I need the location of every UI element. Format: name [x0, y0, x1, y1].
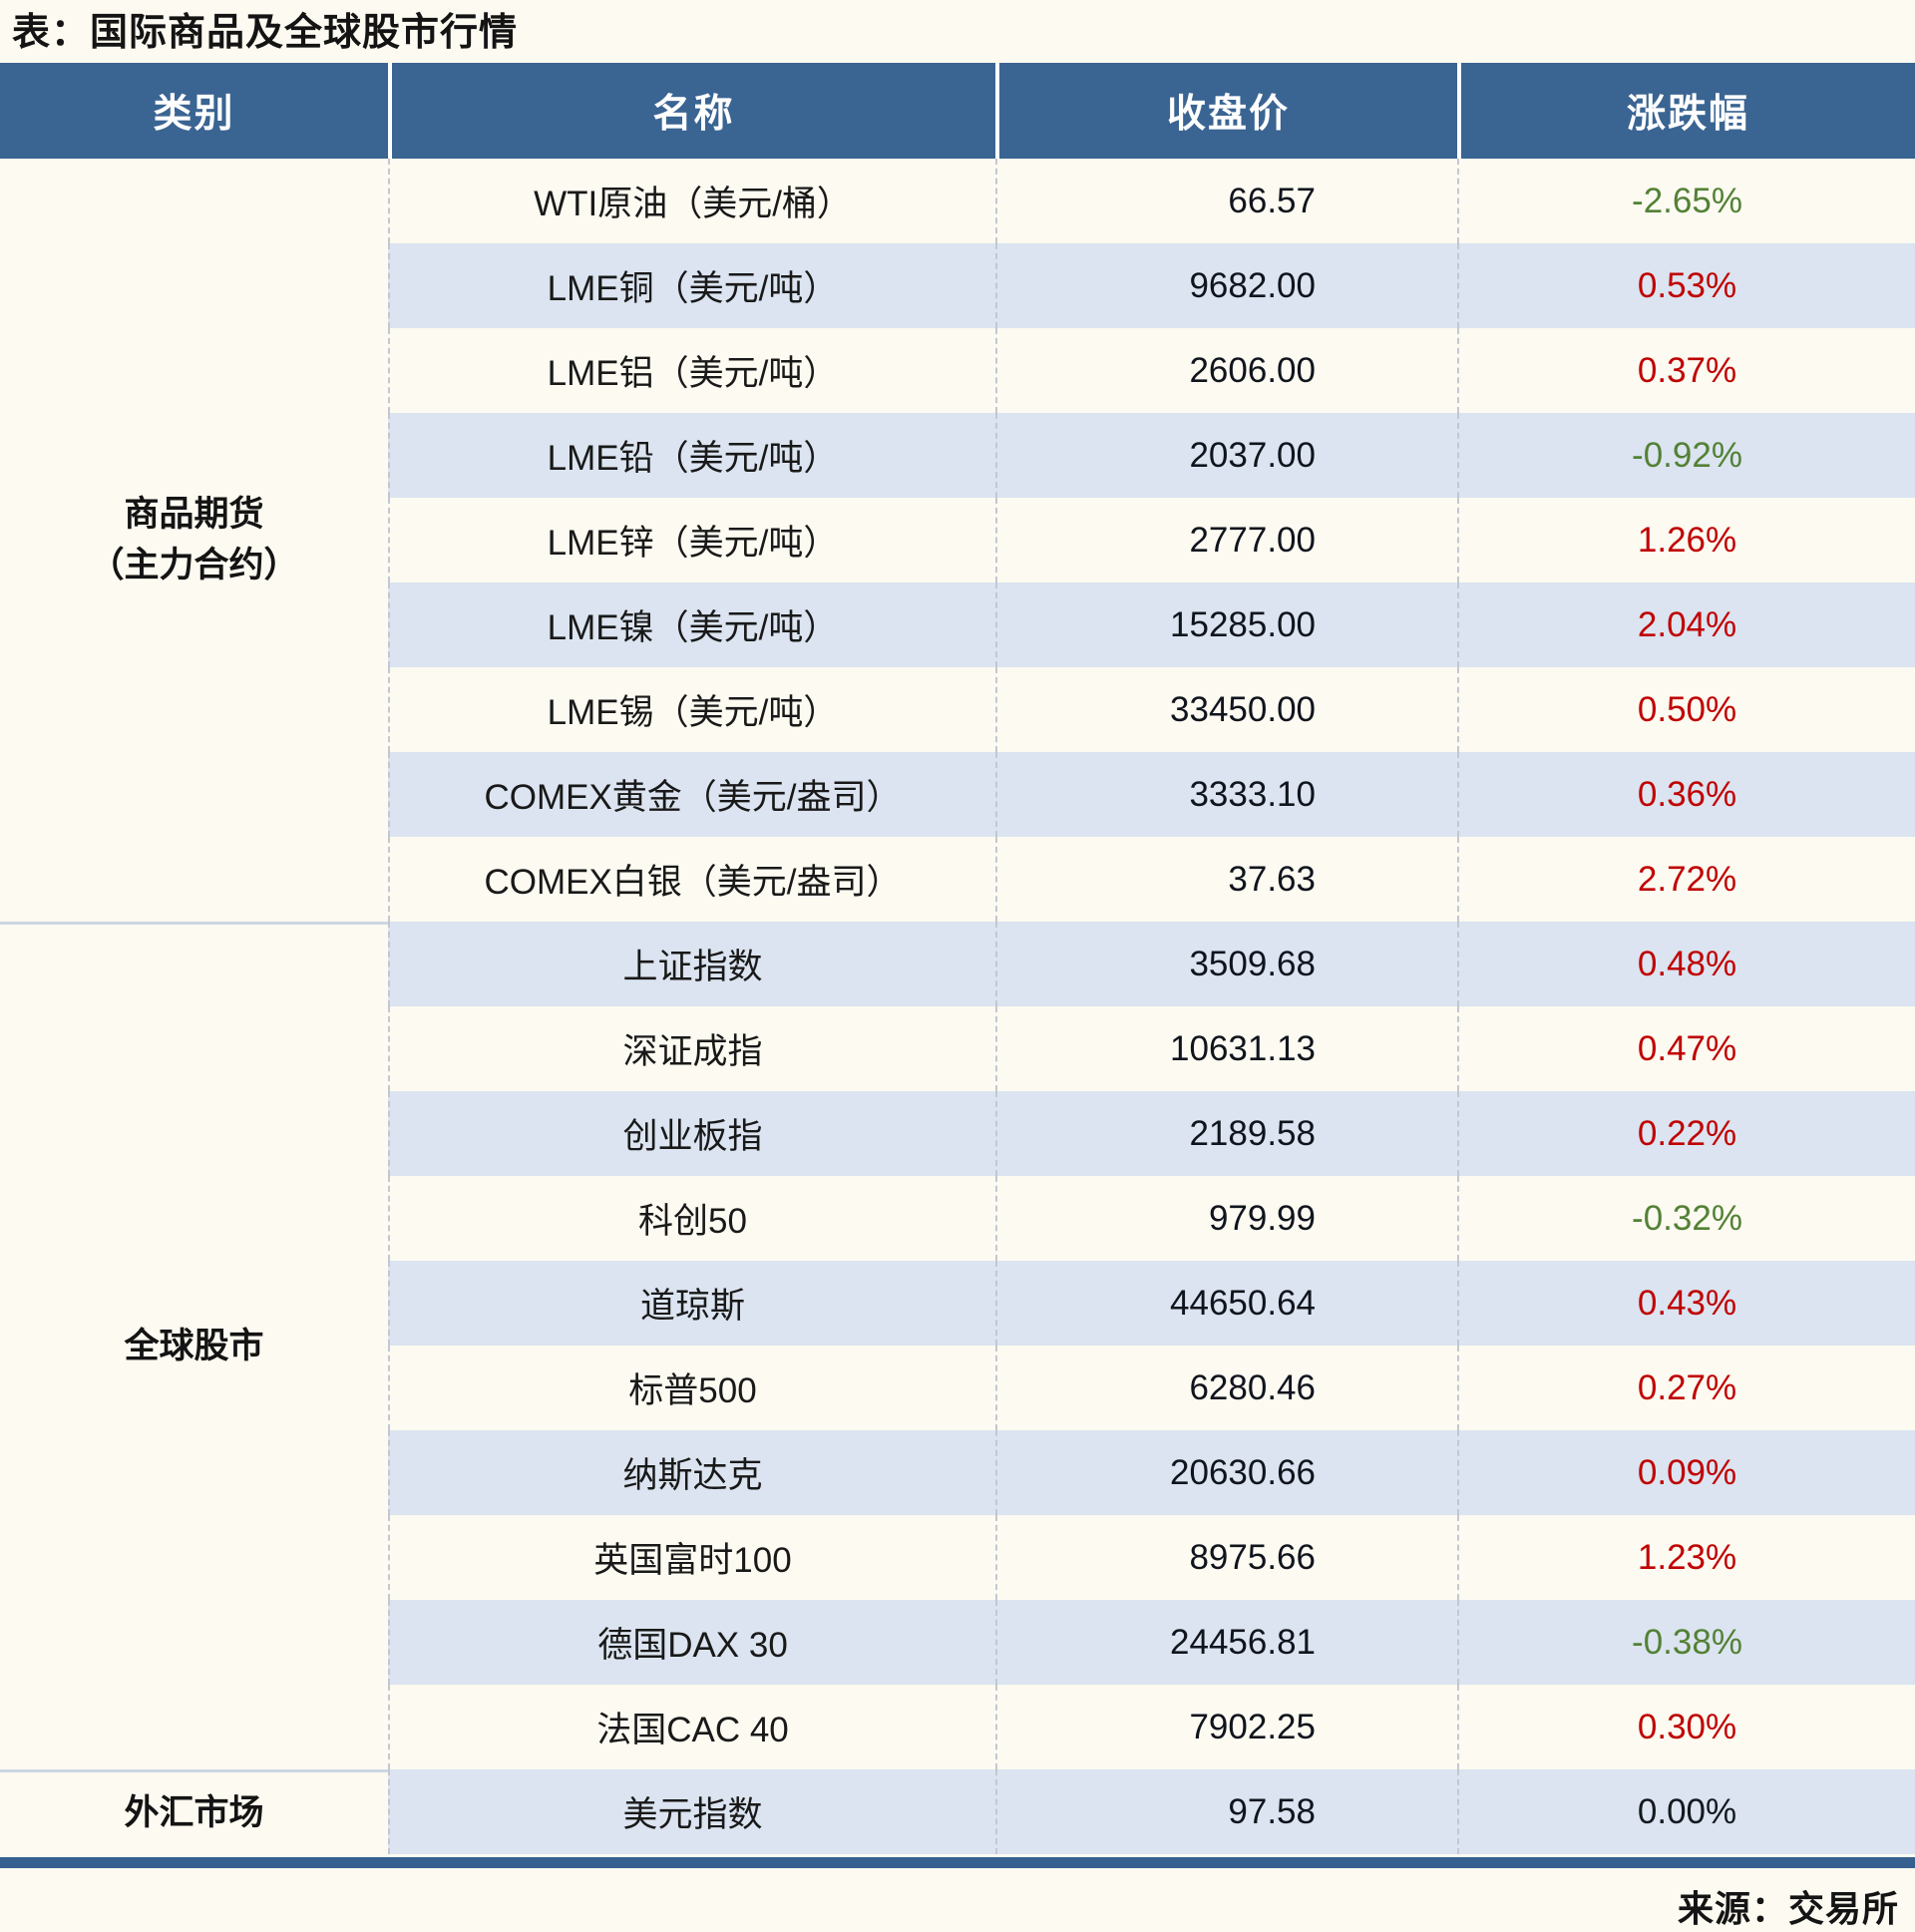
- change-percent-cell: 0.36%: [1457, 752, 1915, 837]
- market-table: 类别 名称 收盘价 涨跌幅商品期货 （主力合约） WTI原油（美元/桶） 66.57 -2.6…: [0, 63, 1915, 1854]
- change-percent-cell: 1.26%: [1457, 498, 1915, 582]
- close-price-cell: 6280.46: [995, 1346, 1457, 1430]
- page-title: 表：国际商品及全球股市行情: [12, 12, 519, 54]
- close-price-cell: 979.99: [995, 1176, 1457, 1261]
- change-percent-cell: -0.32%: [1457, 1176, 1915, 1261]
- change-percent-cell: 0.22%: [1457, 1091, 1915, 1176]
- change-percent-cell: 0.00%: [1457, 1769, 1915, 1854]
- name-cell: LME镍（美元/吨）: [388, 582, 995, 667]
- close-price-cell: 9682.00: [995, 243, 1457, 328]
- name-cell: 纳斯达克: [388, 1430, 995, 1515]
- name-cell: LME锌（美元/吨）: [388, 498, 995, 582]
- name-cell: LME铝（美元/吨）: [388, 328, 995, 413]
- change-percent-cell: 0.48%: [1457, 922, 1915, 1006]
- name-cell: LME铅（美元/吨）: [388, 413, 995, 498]
- close-price-cell: 2777.00: [995, 498, 1457, 582]
- column-header-3: 收盘价: [995, 63, 1457, 159]
- name-cell: 英国富时100: [388, 1515, 995, 1600]
- change-percent-cell: -2.65%: [1457, 159, 1915, 243]
- change-percent-cell: 1.23%: [1457, 1515, 1915, 1600]
- name-cell: 法国CAC 40: [388, 1685, 995, 1769]
- close-price-cell: 15285.00: [995, 582, 1457, 667]
- name-cell: COMEX白银（美元/盎司）: [388, 837, 995, 922]
- name-cell: 道琼斯: [388, 1261, 995, 1346]
- name-cell: LME锡（美元/吨）: [388, 667, 995, 752]
- close-price-cell: 20630.66: [995, 1430, 1457, 1515]
- name-cell: 美元指数: [388, 1769, 995, 1854]
- name-cell: 科创50: [388, 1176, 995, 1261]
- change-percent-cell: -0.38%: [1457, 1600, 1915, 1685]
- column-header-1: 类别: [0, 63, 388, 159]
- change-percent-cell: 0.47%: [1457, 1006, 1915, 1091]
- category-label-line: 外汇市场: [124, 1792, 264, 1832]
- category-cell: 全球股市: [0, 922, 388, 1769]
- category-cell: 商品期货 （主力合约）: [0, 159, 388, 922]
- name-cell: 上证指数: [388, 922, 995, 1006]
- close-price-cell: 24456.81: [995, 1600, 1457, 1685]
- change-percent-cell: 0.27%: [1457, 1346, 1915, 1430]
- close-price-cell: 7902.25: [995, 1685, 1457, 1769]
- column-header-2: 名称: [388, 63, 995, 159]
- close-price-cell: 2189.58: [995, 1091, 1457, 1176]
- category-label-line: 商品期货: [124, 494, 264, 534]
- close-price-cell: 33450.00: [995, 667, 1457, 752]
- column-header-4: 涨跌幅: [1457, 63, 1915, 159]
- change-percent-cell: 2.72%: [1457, 837, 1915, 922]
- close-price-cell: 2037.00: [995, 413, 1457, 498]
- close-price-cell: 8975.66: [995, 1515, 1457, 1600]
- category-label-line: （主力合约）: [89, 545, 299, 584]
- close-price-cell: 97.58: [995, 1769, 1457, 1854]
- name-cell: COMEX黄金（美元/盎司）: [388, 752, 995, 837]
- close-price-cell: 10631.13: [995, 1006, 1457, 1091]
- name-cell: LME铜（美元/吨）: [388, 243, 995, 328]
- close-price-cell: 44650.64: [995, 1261, 1457, 1346]
- table-bottom-rule: [0, 1857, 1915, 1868]
- close-price-cell: 3509.68: [995, 922, 1457, 1006]
- close-price-cell: 66.57: [995, 159, 1457, 243]
- category-cell: 外汇市场: [0, 1769, 388, 1854]
- category-label-line: 全球股市: [124, 1327, 264, 1366]
- change-percent-cell: 0.37%: [1457, 328, 1915, 413]
- name-cell: 标普500: [388, 1346, 995, 1430]
- source-note: 来源：交易所: [1677, 1888, 1899, 1929]
- change-percent-cell: 2.04%: [1457, 582, 1915, 667]
- close-price-cell: 37.63: [995, 837, 1457, 922]
- change-percent-cell: 0.09%: [1457, 1430, 1915, 1515]
- change-percent-cell: 0.53%: [1457, 243, 1915, 328]
- close-price-cell: 3333.10: [995, 752, 1457, 837]
- close-price-cell: 2606.00: [995, 328, 1457, 413]
- change-percent-cell: 0.30%: [1457, 1685, 1915, 1769]
- change-percent-cell: 0.43%: [1457, 1261, 1915, 1346]
- name-cell: 创业板指: [388, 1091, 995, 1176]
- change-percent-cell: -0.92%: [1457, 413, 1915, 498]
- change-percent-cell: 0.50%: [1457, 667, 1915, 752]
- name-cell: 深证成指: [388, 1006, 995, 1091]
- name-cell: WTI原油（美元/桶）: [388, 159, 995, 243]
- name-cell: 德国DAX 30: [388, 1600, 995, 1685]
